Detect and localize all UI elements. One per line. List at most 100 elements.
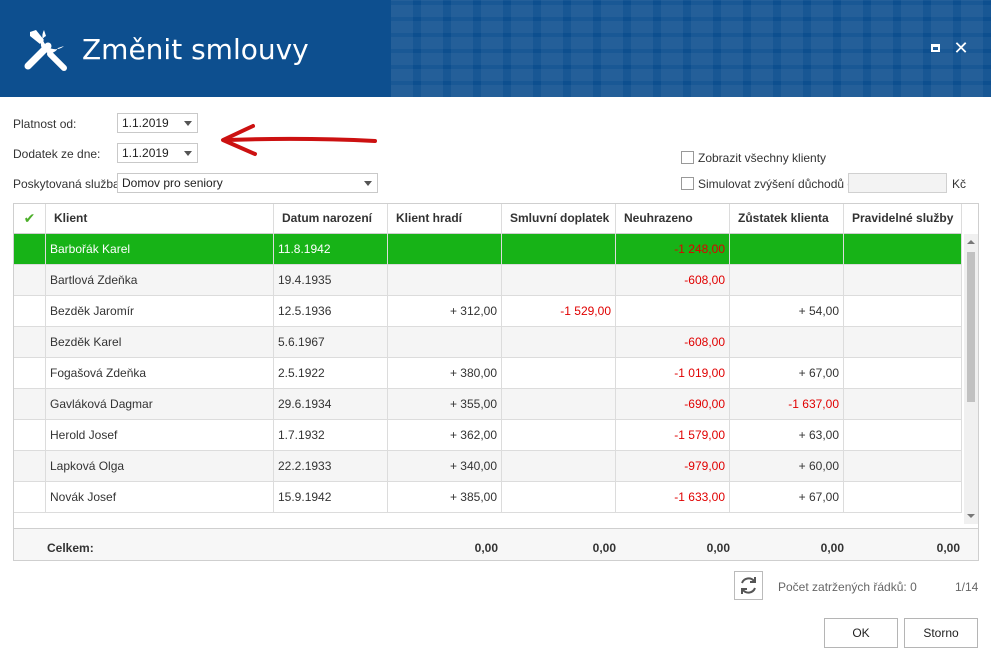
scroll-up-icon[interactable] — [967, 240, 975, 244]
platnost-date-picker[interactable]: 1.1.2019 — [117, 113, 198, 133]
cell-sluzby — [844, 420, 962, 451]
refresh-button[interactable] — [734, 571, 763, 600]
column-header-neuhrazeno[interactable]: Neuhrazeno — [616, 204, 730, 234]
column-header-zustatek[interactable]: Zůstatek klienta — [730, 204, 844, 234]
cell-neuhrazeno — [616, 296, 730, 327]
cell-doplatek — [502, 420, 616, 451]
footer-total-neuhrazeno: 0,00 — [706, 541, 730, 555]
scroll-down-icon[interactable] — [967, 514, 975, 518]
sluzba-select[interactable]: Domov pro seniory — [117, 173, 378, 193]
cell-neuhrazeno: -1 248,00 — [616, 234, 730, 265]
zobrazit-label: Zobrazit všechny klienty — [698, 151, 827, 165]
table-row[interactable]: Bezděk Karel 5.6.1967 -608,00 — [14, 327, 962, 358]
row-checkbox-cell[interactable] — [14, 296, 46, 327]
table-row[interactable]: Gavláková Dagmar 29.6.1934 + 355,00 -690,00… — [14, 389, 962, 420]
cell-doplatek — [502, 234, 616, 265]
cell-sluzby — [844, 482, 962, 513]
dodatek-label: Dodatek ze dne: — [13, 147, 101, 161]
cell-hradi: + 362,00 — [388, 420, 502, 451]
cell-datum: 11.8.1942 — [274, 234, 388, 265]
footer-total-label: Celkem: — [47, 541, 94, 555]
page-indicator: 1/14 — [955, 580, 979, 594]
chevron-down-icon — [364, 181, 372, 186]
row-checkbox-cell[interactable] — [14, 358, 46, 389]
scroll-thumb[interactable] — [967, 252, 975, 402]
red-arrow-annotation — [221, 124, 377, 156]
cell-doplatek — [502, 389, 616, 420]
column-header-hradi[interactable]: Klient hradí — [388, 204, 502, 234]
table-row[interactable]: Novák Josef 15.9.1942 + 385,00 -1 633,00 + 6… — [14, 482, 962, 513]
table-row[interactable]: Herold Josef 1.7.1932 + 362,00 -1 579,00 + 6… — [14, 420, 962, 451]
cell-hradi — [388, 265, 502, 296]
chevron-down-icon — [184, 121, 192, 126]
cell-klient: Gavláková Dagmar — [46, 389, 274, 420]
cell-doplatek — [502, 451, 616, 482]
row-checkbox-cell[interactable] — [14, 327, 46, 358]
grid-scrollbar[interactable] — [964, 234, 978, 524]
cell-sluzby — [844, 327, 962, 358]
select-all-checkmark[interactable]: ✔ — [14, 204, 46, 234]
table-row[interactable]: Fogašová Zdeňka 2.5.1922 + 380,00 -1 019,00… — [14, 358, 962, 389]
cell-sluzby — [844, 358, 962, 389]
cell-zustatek: -1 637,00 — [730, 389, 844, 420]
storno-button[interactable]: Storno — [904, 618, 978, 648]
column-header-klient[interactable]: Klient — [46, 204, 274, 234]
cell-klient: Barbořák Karel — [46, 234, 274, 265]
row-checkbox-cell[interactable] — [14, 482, 46, 513]
table-row[interactable]: Bezděk Jaromír 12.5.1936 + 312,00 -1 529,00… — [14, 296, 962, 327]
dodatek-value: 1.1.2019 — [122, 146, 169, 160]
table-row-partial — [14, 513, 962, 522]
footer-total-doplatek: 0,00 — [592, 541, 616, 555]
chevron-down-icon — [184, 151, 192, 156]
grid-rows: Barbořák Karel 11.8.1942 -1 248,00 Bartlová… — [14, 234, 962, 522]
footer-total-hradi: 0,00 — [474, 541, 498, 555]
cell-klient: Bezděk Karel — [46, 327, 274, 358]
cell-datum: 12.5.1936 — [274, 296, 388, 327]
clients-grid: ✔ Klient Datum narození Klient hradí Sml… — [13, 203, 979, 561]
sluzba-label: Poskytovaná služba: — [13, 177, 124, 191]
cell-klient: Lapková Olga — [46, 451, 274, 482]
row-checkbox-cell[interactable] — [14, 389, 46, 420]
zobrazit-checkbox[interactable] — [681, 151, 694, 164]
row-checkbox-cell[interactable] — [14, 420, 46, 451]
cell-klient: Novák Josef — [46, 482, 274, 513]
column-header-datum[interactable]: Datum narození — [274, 204, 388, 234]
row-checkbox-cell[interactable] — [14, 234, 46, 265]
ok-button[interactable]: OK — [824, 618, 898, 648]
cell-zustatek — [730, 234, 844, 265]
cell-klient: Fogašová Zdeňka — [46, 358, 274, 389]
cell-hradi — [388, 327, 502, 358]
platnost-value: 1.1.2019 — [122, 116, 169, 130]
cell-zustatek: + 54,00 — [730, 296, 844, 327]
cell-zustatek — [730, 327, 844, 358]
row-checkbox-cell[interactable] — [14, 451, 46, 482]
cell-neuhrazeno: -979,00 — [616, 451, 730, 482]
table-row[interactable]: Bartlová Zdeňka 19.4.1935 -608,00 — [14, 265, 962, 296]
cell-doplatek — [502, 265, 616, 296]
column-header-doplatek[interactable]: Smluvní doplatek — [502, 204, 616, 234]
checked-rows-count: Počet zatržených řádků: 0 — [778, 580, 917, 594]
wrench-screwdriver-icon — [24, 30, 67, 71]
row-checkbox-cell[interactable] — [14, 265, 46, 296]
table-row[interactable]: Barbořák Karel 11.8.1942 -1 248,00 — [14, 234, 962, 265]
column-header-sluzby[interactable]: Pravidelné služby — [844, 204, 962, 234]
close-icon: ✕ — [953, 38, 969, 58]
cell-hradi: + 385,00 — [388, 482, 502, 513]
maximize-button[interactable] — [928, 40, 944, 56]
header-pattern — [391, 0, 991, 97]
cell-datum: 15.9.1942 — [274, 482, 388, 513]
simulovat-input[interactable] — [848, 173, 947, 193]
cell-sluzby — [844, 265, 962, 296]
cell-klient: Bartlová Zdeňka — [46, 265, 274, 296]
close-button[interactable]: ✕ — [953, 38, 969, 58]
grid-footer: Celkem: 0,00 0,00 0,00 0,00 0,00 — [14, 528, 978, 560]
dodatek-date-picker[interactable]: 1.1.2019 — [117, 143, 198, 163]
cell-sluzby — [844, 451, 962, 482]
cell-neuhrazeno: -1 633,00 — [616, 482, 730, 513]
simulovat-checkbox[interactable] — [681, 177, 694, 190]
cell-doplatek: -1 529,00 — [502, 296, 616, 327]
cell-zustatek: + 67,00 — [730, 482, 844, 513]
refresh-icon — [741, 577, 756, 594]
table-row[interactable]: Lapková Olga 22.2.1933 + 340,00 -979,00 + 60… — [14, 451, 962, 482]
cell-zustatek: + 67,00 — [730, 358, 844, 389]
